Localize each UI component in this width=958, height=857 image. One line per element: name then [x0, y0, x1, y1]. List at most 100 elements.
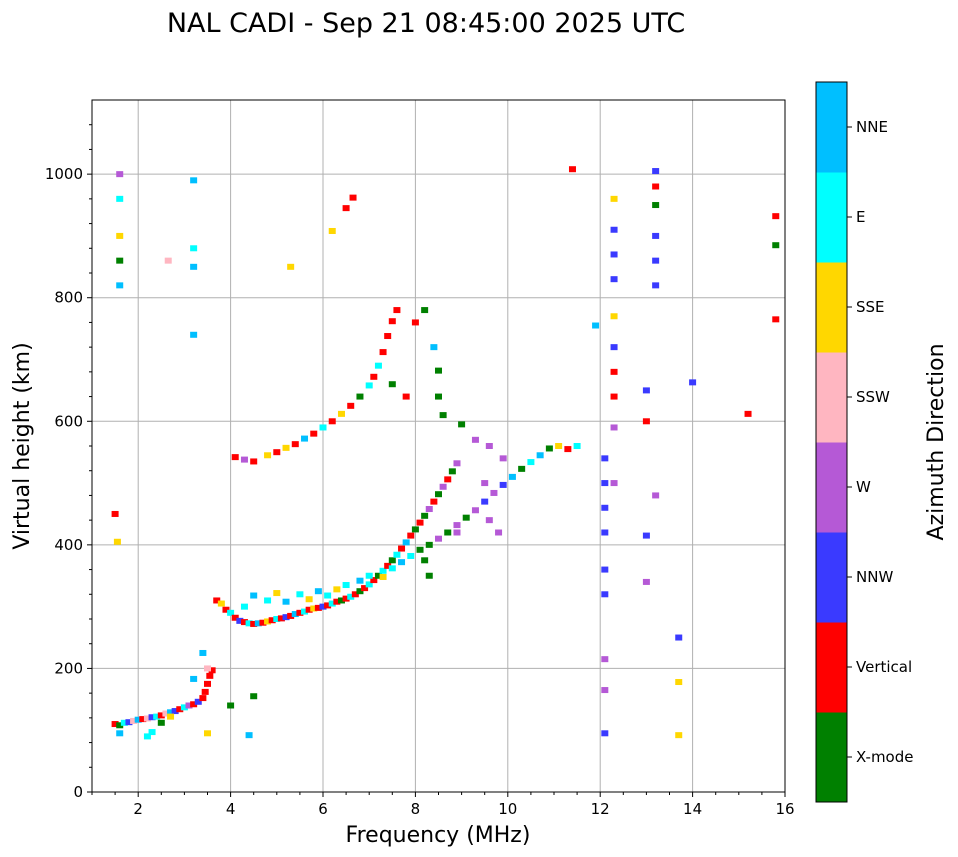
echo-point [453, 529, 461, 536]
echo-point [231, 614, 239, 621]
echo-point [287, 263, 295, 270]
echo-point [439, 483, 447, 490]
echo-point [481, 480, 489, 487]
echo-point [190, 331, 198, 338]
x-tick-label: 6 [318, 800, 328, 818]
echo-point [601, 687, 609, 694]
echo-point [568, 166, 576, 173]
echo-point [250, 693, 258, 700]
echo-point [610, 195, 618, 202]
echo-point [601, 566, 609, 573]
echo-point [610, 276, 618, 283]
colorbar-segment [816, 352, 847, 443]
echo-point [337, 597, 345, 604]
colorbar-segment [816, 262, 847, 353]
echo-point [116, 171, 124, 178]
echo-point [349, 194, 357, 201]
y-tick-label: 600 [54, 412, 83, 430]
echo-point [282, 598, 290, 605]
echo-point [444, 476, 452, 483]
echo-point [148, 714, 156, 721]
echo-point [393, 551, 401, 558]
colorbar-tick-label: NNE [856, 118, 888, 136]
echo-point [365, 581, 373, 588]
colorbar-segment [816, 172, 847, 263]
echo-point [236, 617, 244, 624]
echo-point [361, 585, 369, 592]
echo-point [485, 443, 493, 449]
echo-point [111, 721, 119, 728]
echo-point [204, 680, 211, 687]
echo-point [167, 713, 175, 720]
echo-point [407, 532, 415, 539]
echo-point [314, 588, 322, 595]
echo-point [652, 202, 660, 209]
echo-point [282, 444, 290, 451]
echo-point [402, 539, 410, 546]
echo-point [402, 393, 410, 400]
echo-point [365, 382, 373, 389]
echo-point [227, 702, 235, 709]
echo-point [374, 362, 382, 369]
echo-point [435, 367, 442, 374]
echo-point [379, 573, 387, 580]
echo-point [675, 634, 683, 641]
echo-point [227, 609, 235, 616]
echo-point [199, 695, 207, 702]
echo-point [601, 455, 609, 462]
echo-point [652, 257, 660, 264]
echo-point [430, 498, 438, 505]
echo-point [190, 245, 198, 252]
y-tick-label: 200 [54, 659, 83, 677]
y-tick-label: 400 [54, 536, 83, 554]
azimuth-colorbar: X-mode Vertical NNW W SSW SSE E NNE [815, 81, 913, 803]
echo-point [296, 609, 304, 616]
echo-point [310, 605, 318, 612]
echo-point [185, 702, 193, 709]
echo-point [351, 591, 359, 598]
colorbar-segment [816, 532, 847, 623]
x-tick-label: 8 [411, 800, 421, 818]
echo-point [416, 546, 424, 553]
echo-point [430, 344, 438, 351]
colorbar-label: Azimuth Direction [924, 343, 949, 540]
echo-point [495, 529, 503, 536]
colorbar-tick-label: Vertical [856, 658, 912, 676]
echo-point [180, 704, 188, 711]
colorbar-tick-label: SSW [856, 388, 890, 406]
echo-point [490, 489, 498, 496]
colorbar-tick-label: E [856, 208, 865, 226]
echo-point [268, 617, 276, 624]
echo-point [601, 656, 609, 663]
echo-point [164, 257, 172, 264]
echo-point [652, 168, 660, 175]
echo-point [328, 418, 336, 425]
echo-point [421, 512, 429, 519]
echo-point [592, 322, 600, 329]
echo-point [208, 667, 216, 674]
echo-point [206, 672, 214, 679]
echo-point [139, 716, 147, 723]
echo-point [130, 717, 138, 724]
echo-point [190, 263, 198, 270]
echo-point [610, 480, 618, 487]
echo-point [601, 529, 609, 536]
echo-point [435, 491, 442, 498]
echo-point [301, 435, 309, 442]
echo-point [388, 565, 396, 572]
echo-point [319, 424, 327, 431]
echo-point [273, 590, 281, 597]
echo-point [652, 232, 660, 239]
echo-point [240, 456, 248, 463]
echo-point [171, 708, 179, 715]
echo-point [190, 177, 198, 184]
echo-point [120, 719, 128, 726]
echo-point [384, 333, 392, 340]
echo-point [190, 675, 198, 682]
echo-point [689, 379, 697, 386]
echo-point [277, 615, 285, 622]
echo-point [125, 719, 133, 726]
echo-point [296, 591, 304, 598]
echo-point [157, 719, 165, 726]
